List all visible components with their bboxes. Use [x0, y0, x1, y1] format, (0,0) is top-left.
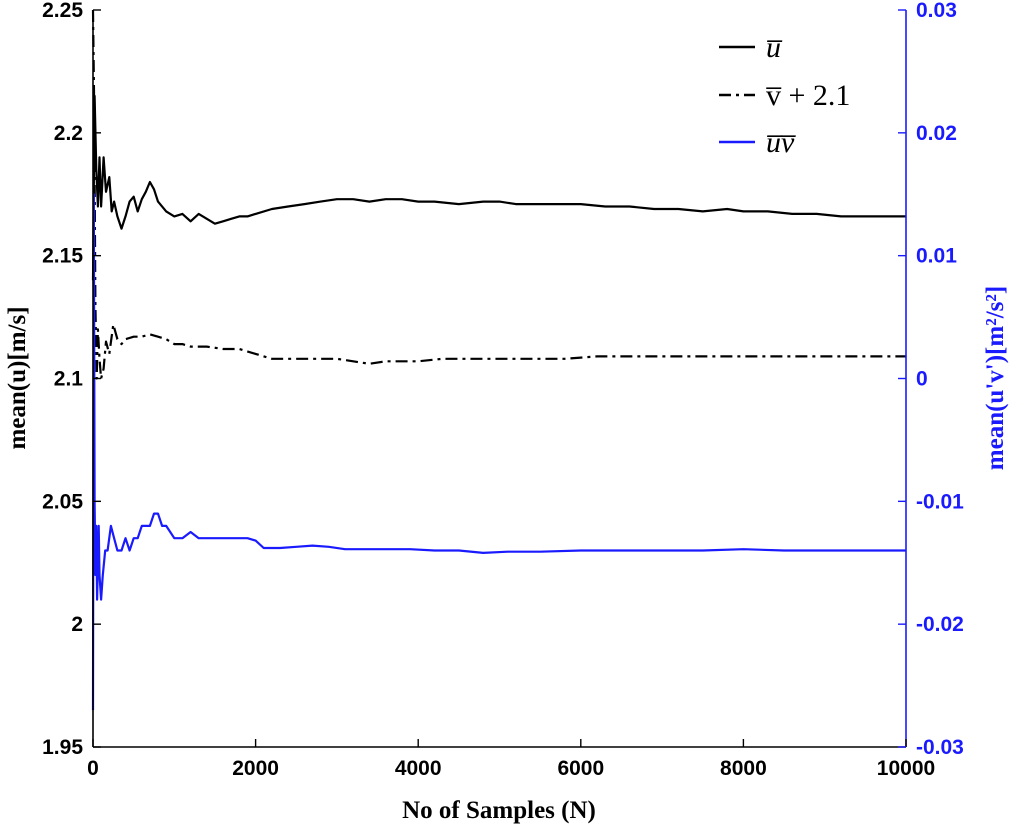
y-tick-label: 2 — [71, 613, 83, 636]
legend-label-uv: u̅v̅ — [766, 126, 797, 159]
y2-tick-label: -0.02 — [916, 613, 964, 636]
series-line-2 — [91, 193, 906, 711]
y-tick-label: 2.25 — [42, 0, 83, 22]
series-line-0 — [91, 94, 906, 281]
y2-tick-label: 0.01 — [916, 245, 957, 268]
plot-frame — [93, 10, 906, 747]
ticks-layer: 0 2000 4000 6000 8000 10000 1.95 2 2.05 2.1 2.15 2.… — [42, 0, 964, 780]
legend: u̅ v̅ + 2.1 u̅v̅ — [719, 31, 850, 159]
x-tick-label: 8000 — [720, 757, 767, 780]
x-tick-label: 0 — [87, 757, 99, 780]
y2-axis-title: mean(u'v')[m²/s²] — [982, 286, 1009, 470]
y2-tick-label: 0.02 — [916, 122, 957, 145]
x-tick-label: 4000 — [395, 757, 442, 780]
series-layer — [91, 9, 906, 711]
x-tick-label: 10000 — [877, 757, 935, 780]
legend-label-v: v̅ + 2.1 — [766, 79, 851, 112]
y-tick-label: 2.1 — [54, 368, 84, 391]
legend-label-u: u̅ — [766, 31, 783, 64]
x-tick-label: 2000 — [232, 757, 279, 780]
y2-tick-label: -0.03 — [916, 736, 964, 759]
y-tick-label: 1.95 — [42, 736, 83, 759]
y-tick-label: 2.05 — [42, 490, 83, 513]
y-tick-label: 2.2 — [54, 122, 83, 145]
y2-tick-label: 0.03 — [916, 0, 957, 22]
x-tick-label: 6000 — [557, 757, 604, 780]
y2-tick-label: 0 — [916, 368, 928, 391]
y2-tick-label: -0.01 — [916, 490, 964, 513]
x-axis-title: No of Samples (N) — [402, 797, 596, 824]
y-tick-label: 2.15 — [42, 245, 83, 268]
series-line-1 — [91, 9, 906, 380]
y-axis-title: mean(u)[m/s] — [4, 306, 31, 449]
